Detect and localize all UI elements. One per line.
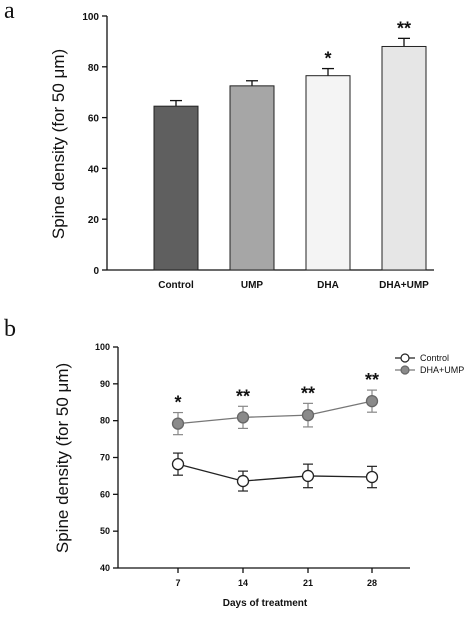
x-tick-label: 7 <box>175 578 180 588</box>
series-line <box>177 400 373 425</box>
x-tick-label: 28 <box>367 578 377 588</box>
y-tick-label: 60 <box>88 114 100 125</box>
significance-marker: * <box>174 393 181 413</box>
series-line <box>177 463 373 482</box>
category-label: DHA <box>317 280 339 291</box>
significance-marker: ** <box>236 386 250 406</box>
y-tick-label: 70 <box>100 453 110 463</box>
category-label: UMP <box>241 280 264 291</box>
y-tick-label: 80 <box>88 63 100 74</box>
bar-dha <box>305 75 351 271</box>
panel-a-category-labels: Control UMP DHA DHA+UMP <box>158 280 429 291</box>
y-tick-label: 100 <box>95 342 110 352</box>
significance-marker: ** <box>397 18 411 38</box>
data-point <box>236 474 250 488</box>
panel-b-x-ticks: 7 14 21 28 <box>175 568 377 588</box>
panel-a-y-ticks: 0 20 40 60 80 100 <box>82 12 107 277</box>
legend-marker <box>400 353 410 363</box>
data-point <box>171 457 185 471</box>
y-tick-label: 0 <box>93 266 99 277</box>
panel-a-y-axis-label: Spine density (for 50 μm) <box>49 49 68 239</box>
data-point <box>365 470 379 484</box>
significance-marker: ** <box>365 370 379 390</box>
y-tick-label: 60 <box>100 489 110 499</box>
category-label: Control <box>158 280 194 291</box>
panel-b-line-chart: b Spine density (for 50 μm) 40 50 60 70 80 90… <box>4 316 464 609</box>
y-tick-label: 40 <box>88 164 100 175</box>
panel-b-significance-markers: * ** **** <box>174 370 379 412</box>
x-tick-label: 14 <box>238 578 248 588</box>
bar-control <box>153 105 199 271</box>
panel-b-y-ticks: 40 50 60 70 80 90 100 <box>95 342 118 573</box>
y-tick-label: 80 <box>100 416 110 426</box>
panel-b-legend: Control DHA+UMP <box>395 353 464 375</box>
data-point <box>171 417 185 430</box>
data-point <box>301 408 315 422</box>
panel-b-series <box>171 389 379 492</box>
panel-b-letter: b <box>4 316 16 342</box>
x-tick-label: 21 <box>303 578 313 588</box>
panel-a-bars: *** <box>153 18 427 271</box>
y-tick-label: 40 <box>100 563 110 573</box>
panel-b-y-axis-label: Spine density (for 50 μm) <box>53 363 72 553</box>
data-point <box>236 411 250 424</box>
panel-a-letter: a <box>4 0 15 24</box>
legend-label: Control <box>420 353 449 363</box>
y-tick-label: 20 <box>88 215 100 226</box>
legend-marker <box>400 365 410 375</box>
y-tick-label: 50 <box>100 526 110 536</box>
bar-dha-ump <box>381 45 427 271</box>
bar-ump <box>229 85 275 271</box>
data-point <box>301 469 315 483</box>
panel-a-bar-chart: a Spine density (for 50 μm) 0 20 40 60 80 100… <box>4 0 434 291</box>
series-control <box>171 452 379 492</box>
series-dha-ump <box>171 389 379 436</box>
significance-marker: ** <box>301 383 315 403</box>
legend-label: DHA+UMP <box>420 365 464 375</box>
y-tick-label: 100 <box>82 12 99 23</box>
data-point <box>365 394 379 408</box>
y-tick-label: 90 <box>100 379 110 389</box>
significance-marker: * <box>324 49 331 69</box>
panel-b-x-axis-label: Days of treatment <box>223 598 308 609</box>
category-label: DHA+UMP <box>379 280 429 291</box>
